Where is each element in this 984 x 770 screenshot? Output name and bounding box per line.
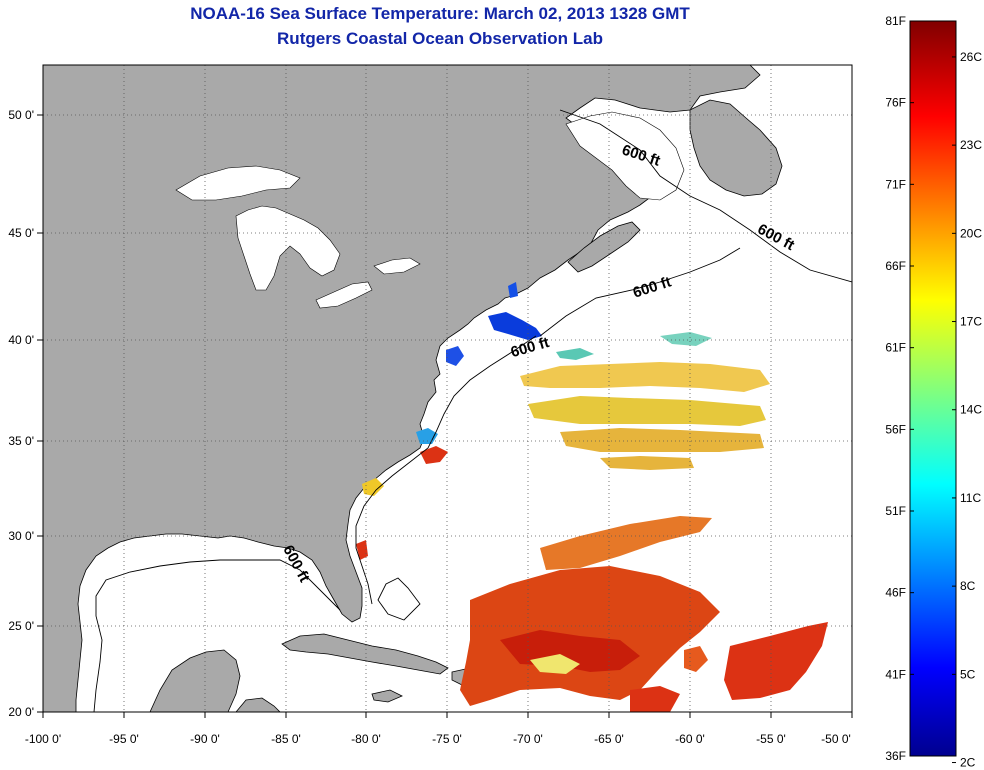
colorbar-gradient (909, 20, 957, 757)
lon-label-60w: -60 0' (675, 732, 705, 746)
colorbar-f-label: 61F (885, 341, 906, 355)
colorbar-f-label: 51F (885, 504, 906, 518)
lat-label-50n: 50 0' (8, 108, 34, 122)
map-subtitle: Rutgers Coastal Ocean Observation Lab (277, 29, 603, 48)
celsius-labels: 26C 23C 20C 17C 14C 11C 8C 5C 2C (952, 50, 982, 770)
colorbar-f-label: 56F (885, 422, 906, 436)
colorbar-c-label: 11C (960, 491, 981, 505)
lon-label-55w: -55 0' (756, 732, 786, 746)
lon-label-65w: -65 0' (594, 732, 624, 746)
colorbar-f-label: 81F (885, 14, 906, 28)
lon-label-90w: -90 0' (190, 732, 220, 746)
lon-label-75w: -75 0' (432, 732, 462, 746)
fahrenheit-labels: 81F 76F 71F 66F 61F 56F 51F 46F 41F 36F (885, 14, 914, 763)
lat-lon-grid (43, 65, 852, 712)
nova-scotia-land (567, 221, 641, 273)
temperature-colorbar: 81F 76F 71F 66F 61F 56F 51F 46F 41F 36F 26C 23C 20C… (885, 14, 982, 770)
map-title: NOAA-16 Sea Surface Temperature: March 0… (190, 4, 690, 23)
lon-label-80w: -80 0' (351, 732, 381, 746)
lat-label-20n: 20 0' (8, 705, 34, 719)
colorbar-c-label: 2C (960, 756, 976, 770)
colorbar-c-label: 23C (960, 138, 982, 152)
cuba-land (281, 633, 449, 675)
lake-superior (175, 165, 301, 201)
colorbar-f-label: 66F (885, 259, 906, 273)
colorbar-f-label: 36F (885, 749, 906, 763)
colorbar-f-label: 76F (885, 96, 906, 110)
lat-label-45n: 45 0' (8, 226, 34, 240)
yucatan-land (149, 649, 241, 712)
colorbar-f-label: 41F (885, 667, 906, 681)
lon-label-50w: -50 0' (821, 732, 851, 746)
sst-patches (356, 282, 828, 712)
gulf-st-lawrence (565, 111, 685, 201)
isobath-600ft (93, 109, 852, 712)
lat-label-30n: 30 0' (8, 529, 34, 543)
lon-tick-labels: -100 0' -95 0' -90 0' -85 0' -80 0' -75 … (25, 732, 851, 746)
lat-label-35n: 35 0' (8, 434, 34, 448)
newfoundland-land (689, 99, 783, 197)
lon-label-85w: -85 0' (271, 732, 301, 746)
lon-label-95w: -95 0' (109, 732, 139, 746)
sst-map: 600 ft 600 ft 600 ft 600 ft 600 ft -100 … (8, 64, 853, 746)
lon-label-70w: -70 0' (513, 732, 543, 746)
colorbar-c-label: 20C (960, 226, 982, 240)
lake-michigan-huron (235, 205, 341, 291)
lat-tick-labels: 50 0' 45 0' 40 0' 35 0' 30 0' 25 0' 20 0… (8, 108, 34, 719)
jamaica-land (371, 689, 403, 703)
axis-ticks (37, 114, 853, 718)
lake-ontario (373, 257, 421, 275)
colorbar-c-label: 8C (960, 579, 976, 593)
colorbar-c-label: 5C (960, 667, 976, 681)
colorbar-c-label: 14C (960, 403, 982, 417)
colorbar-c-label: 26C (960, 50, 982, 64)
lat-label-40n: 40 0' (8, 333, 34, 347)
lake-erie (315, 281, 373, 309)
colorbar-f-label: 46F (885, 586, 906, 600)
colorbar-f-label: 71F (885, 177, 906, 191)
lon-label-100w: -100 0' (25, 732, 61, 746)
lat-label-25n: 25 0' (8, 619, 34, 633)
colorbar-c-label: 17C (960, 315, 982, 329)
central-america-land (235, 697, 281, 712)
